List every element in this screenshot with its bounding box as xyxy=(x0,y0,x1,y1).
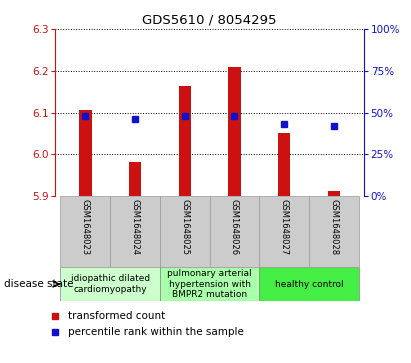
Bar xyxy=(178,86,191,196)
Text: GSM1648025: GSM1648025 xyxy=(180,199,189,255)
Bar xyxy=(60,267,160,301)
Bar xyxy=(328,191,340,196)
Bar xyxy=(259,267,359,301)
Text: GSM1648027: GSM1648027 xyxy=(280,199,289,255)
Bar xyxy=(60,196,110,267)
Text: idiopathic dilated
cardiomyopathy: idiopathic dilated cardiomyopathy xyxy=(71,274,150,294)
Bar xyxy=(228,67,241,196)
Bar xyxy=(278,134,291,196)
Text: percentile rank within the sample: percentile rank within the sample xyxy=(68,327,244,337)
Text: transformed count: transformed count xyxy=(68,311,166,321)
Title: GDS5610 / 8054295: GDS5610 / 8054295 xyxy=(142,13,277,26)
Text: GSM1648028: GSM1648028 xyxy=(329,199,338,255)
Text: GSM1648026: GSM1648026 xyxy=(230,199,239,255)
Bar xyxy=(259,196,309,267)
Bar xyxy=(160,196,210,267)
Bar xyxy=(160,267,259,301)
Bar xyxy=(129,162,141,196)
Text: disease state: disease state xyxy=(4,279,74,289)
Bar xyxy=(309,196,359,267)
Text: healthy control: healthy control xyxy=(275,280,343,289)
Bar xyxy=(79,110,92,196)
Bar xyxy=(210,196,259,267)
Text: pulmonary arterial
hypertension with
BMPR2 mutation: pulmonary arterial hypertension with BMP… xyxy=(167,269,252,299)
Bar xyxy=(110,196,160,267)
Text: GSM1648024: GSM1648024 xyxy=(131,199,139,255)
Text: GSM1648023: GSM1648023 xyxy=(81,199,90,255)
